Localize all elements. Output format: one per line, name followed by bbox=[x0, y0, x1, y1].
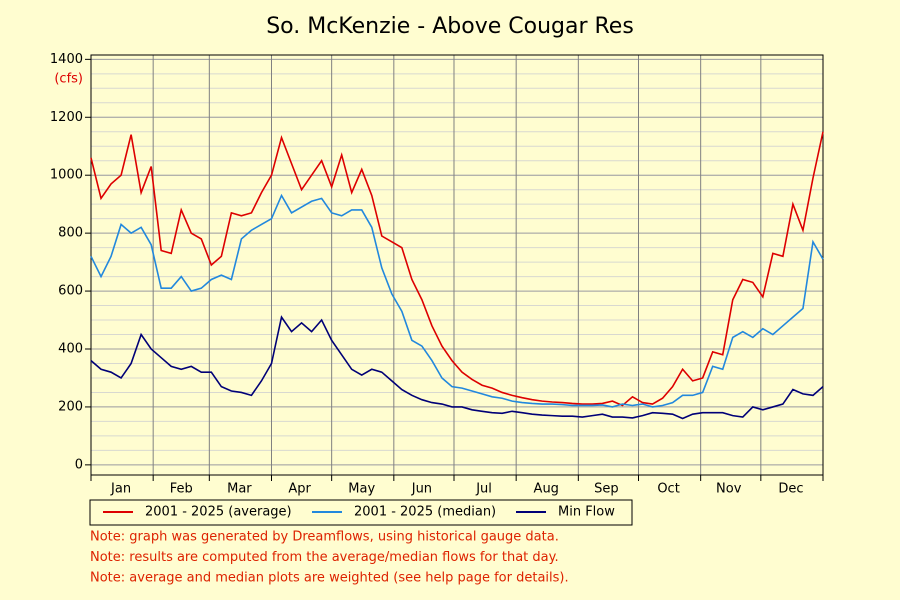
x-tick-label: Jul bbox=[475, 482, 492, 497]
y-tick-label: 400 bbox=[58, 342, 83, 357]
y-tick-label: 800 bbox=[58, 226, 83, 241]
x-tick-label: Jun bbox=[411, 482, 432, 497]
legend-label: 2001 - 2025 (average) bbox=[145, 505, 292, 520]
y-tick-label: 1000 bbox=[50, 168, 83, 183]
x-tick-label: Aug bbox=[534, 482, 559, 497]
x-tick-label: Dec bbox=[778, 482, 803, 497]
x-tick-label: Jan bbox=[110, 482, 131, 497]
x-tick-label: Feb bbox=[170, 482, 193, 497]
note: Note: average and median plots are weigh… bbox=[90, 571, 569, 586]
x-tick-label: Mar bbox=[227, 482, 252, 497]
x-tick-label: Oct bbox=[657, 482, 679, 497]
x-tick-label: Sep bbox=[594, 482, 619, 497]
plot-frame bbox=[90, 54, 824, 476]
y-tick-label: 200 bbox=[58, 399, 83, 414]
chart-title: So. McKenzie - Above Cougar Res bbox=[266, 14, 634, 39]
series-line bbox=[90, 131, 824, 407]
x-tick-label: May bbox=[348, 482, 375, 497]
y-axis-label: (cfs) bbox=[54, 72, 83, 87]
note: Note: graph was generated by Dreamflows,… bbox=[90, 530, 559, 545]
series-line bbox=[90, 193, 824, 408]
series-line bbox=[90, 315, 824, 420]
note: Note: results are computed from the aver… bbox=[90, 550, 559, 565]
y-tick-label: 1400 bbox=[50, 52, 83, 67]
x-tick-label: Apr bbox=[288, 482, 311, 497]
legend-label: 2001 - 2025 (median) bbox=[354, 505, 496, 520]
y-tick-label: 0 bbox=[75, 457, 83, 472]
legend-label: Min Flow bbox=[558, 505, 615, 520]
y-tick-label: 1200 bbox=[50, 110, 83, 125]
x-tick-label: Nov bbox=[716, 482, 742, 497]
y-tick-label: 600 bbox=[58, 284, 83, 299]
